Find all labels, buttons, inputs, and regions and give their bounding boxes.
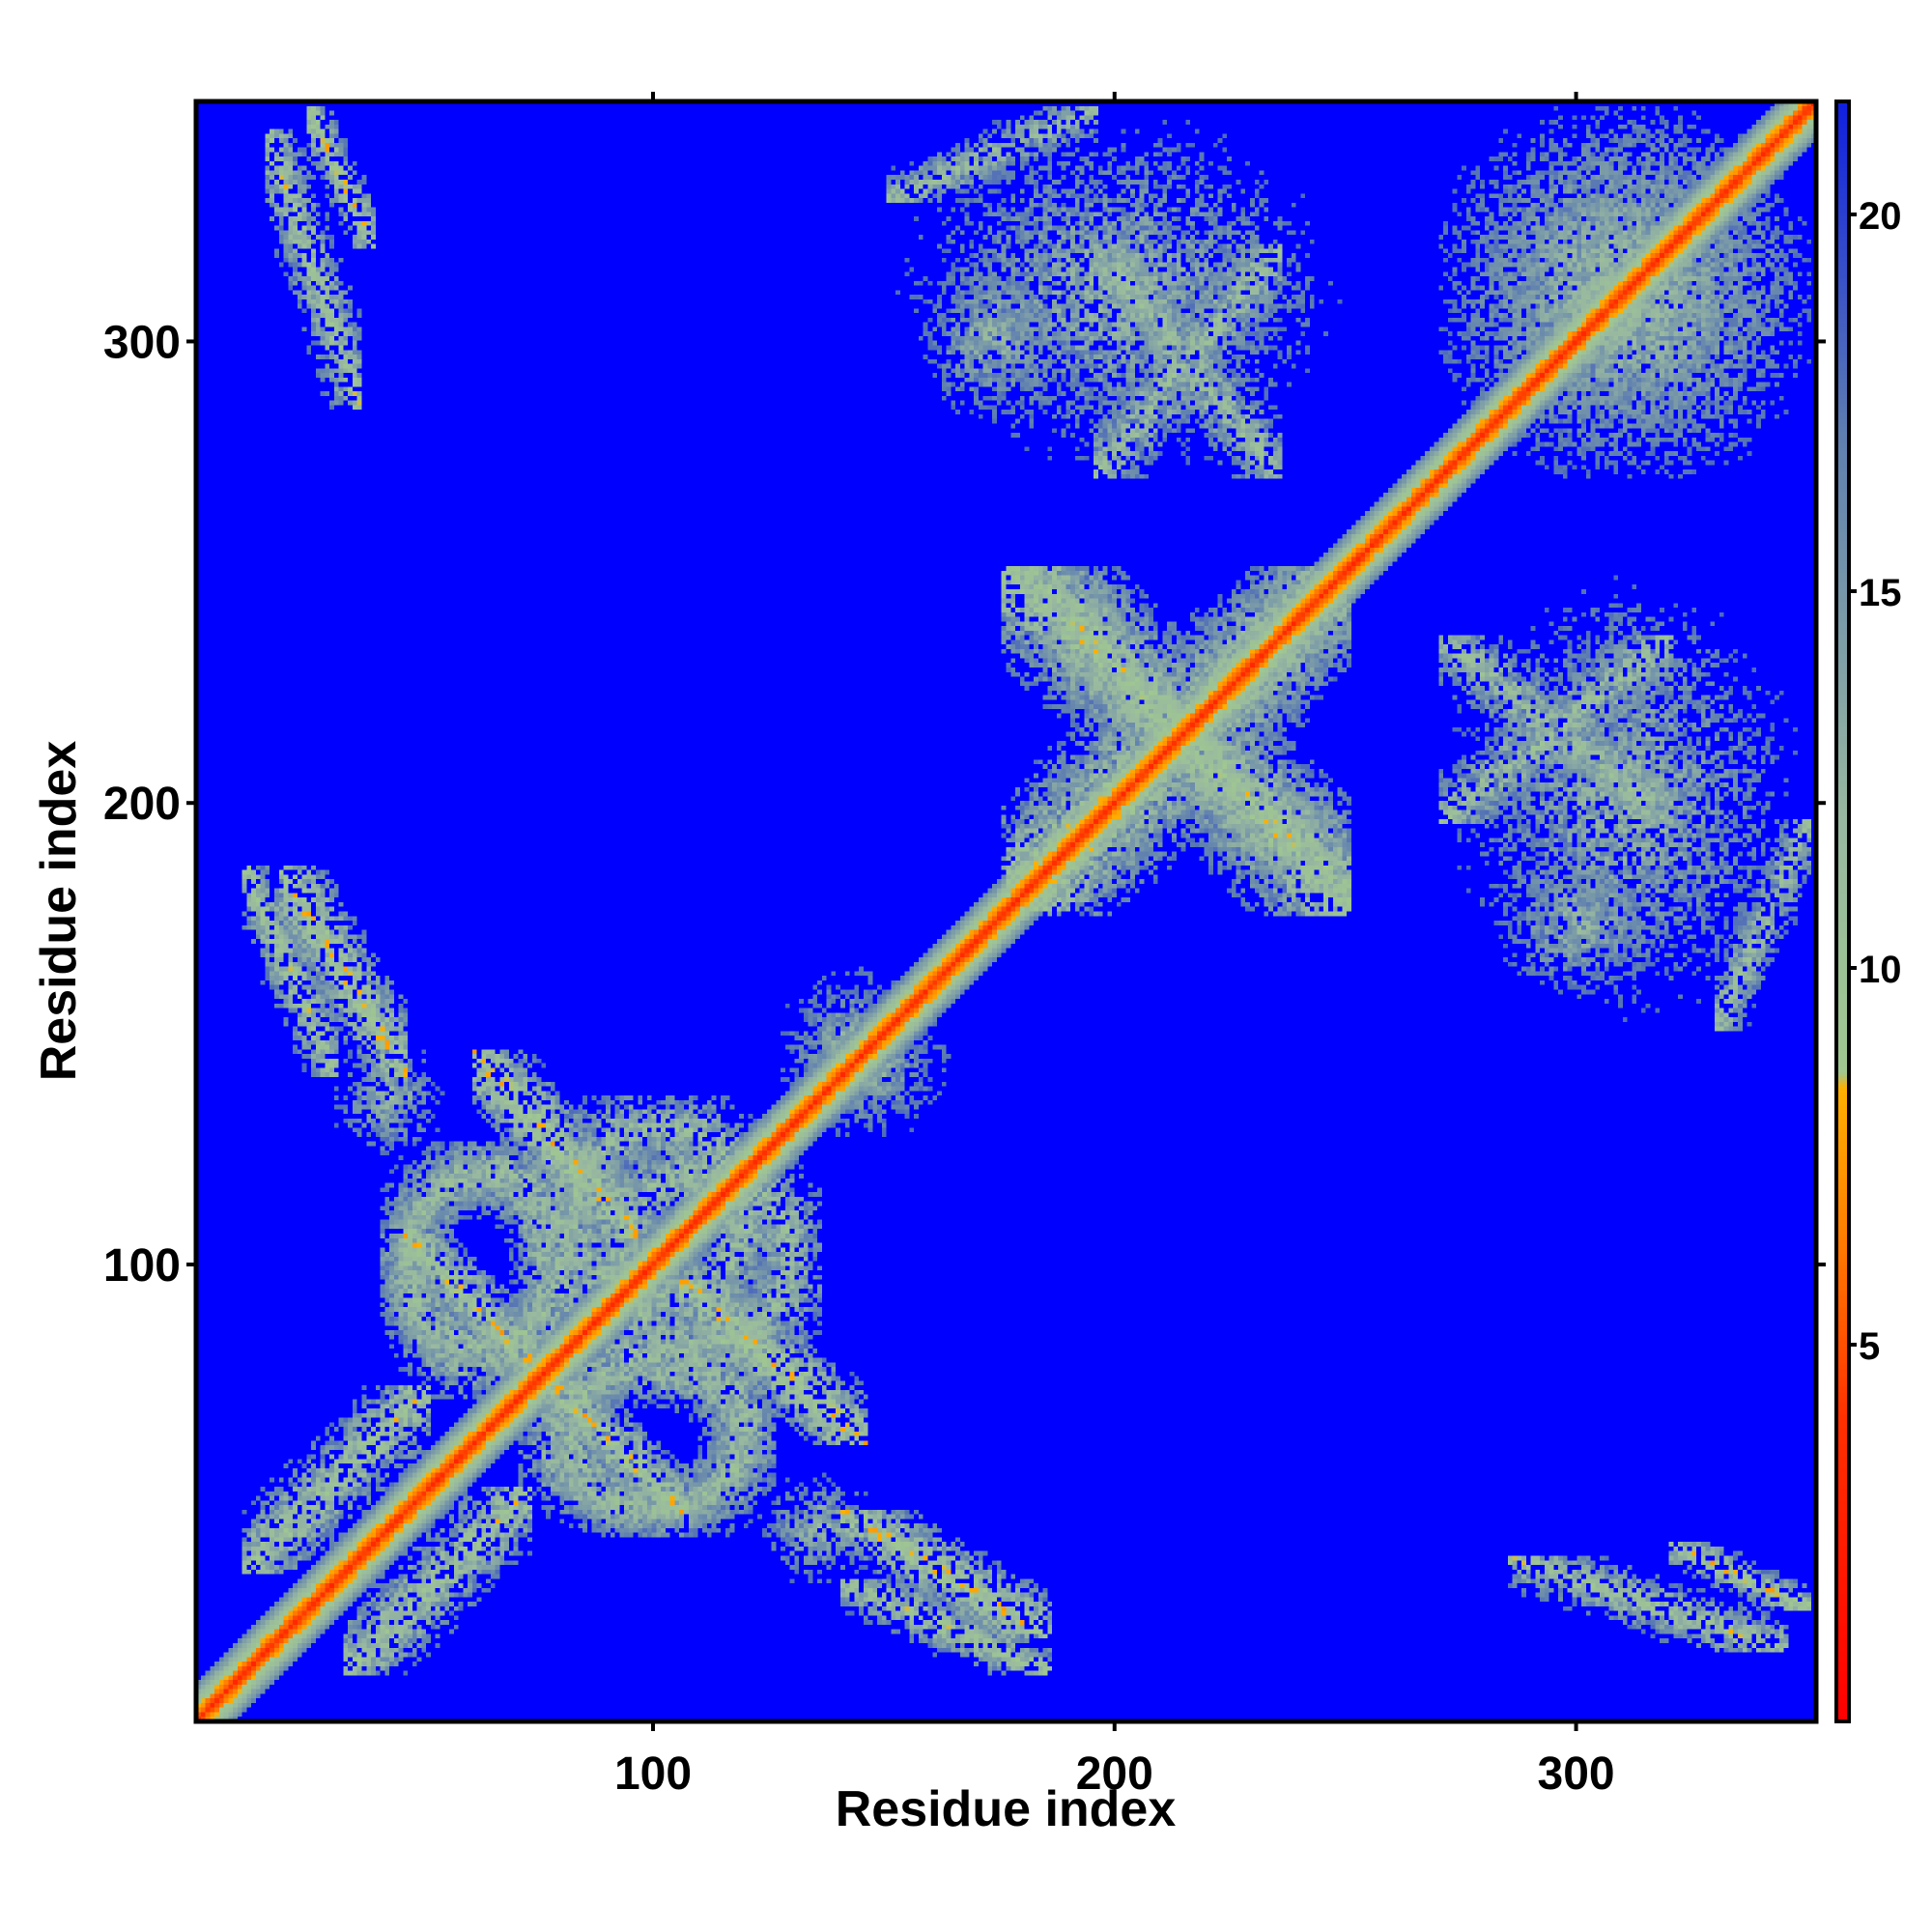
heatmap-matrix [196,101,1816,1721]
plot-frame [193,99,1819,1724]
x-tick-label: 200 [1076,1748,1153,1800]
x-tick-label: 300 [1538,1748,1615,1800]
x-axis-label: Residue index [836,1781,1177,1837]
colorbar-axis: 5 10 15 20 [1849,195,1902,1368]
colorbar-tick-label: 5 [1859,1325,1880,1368]
y-tick-label: 200 [103,779,181,830]
colorbar-tick-label: 10 [1859,949,1902,991]
colorbar-gradient [1836,101,1849,1721]
y-axis: 100 200 300 [103,317,1826,1292]
x-axis: 100 200 300 [614,92,1615,1800]
colorbar-frame [1834,99,1851,1723]
y-tick-label: 100 [103,1240,181,1292]
y-tick-label: 300 [103,317,181,368]
colorbar-tick-label: 15 [1859,572,1902,614]
x-tick-label: 100 [614,1748,692,1800]
y-axis-label: Residue index [31,741,87,1082]
colorbar-tick-label: 20 [1859,195,1902,238]
